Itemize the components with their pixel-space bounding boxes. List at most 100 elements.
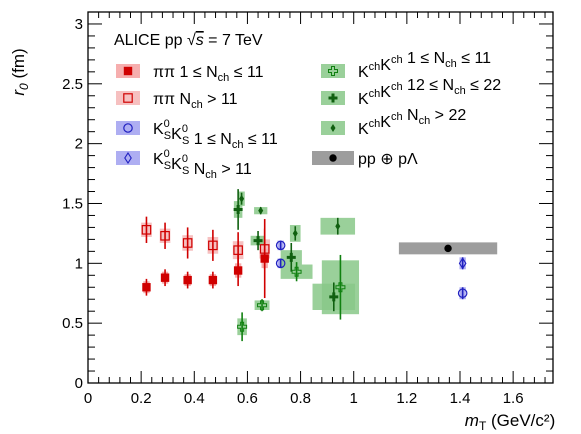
legend-pipi: ππ (153, 91, 175, 108)
legend-label: ππ 1 ≤ Nch ≤ 11 (153, 64, 264, 84)
data-point (292, 229, 298, 238)
data-point (258, 206, 264, 215)
legend-k: K (358, 121, 369, 138)
legend-k: K (380, 57, 391, 74)
legend-label: KchKch 1 ≤ Nch ≤ 11 (358, 50, 491, 81)
data-point (239, 194, 245, 203)
x-tick-label: 0 (84, 390, 92, 407)
legend-cond: 12 ≤ N (403, 77, 454, 94)
legend-k-sup: ch (391, 54, 403, 66)
legend-k-sup: ch (391, 81, 403, 93)
legend-sub: ch (454, 85, 466, 97)
legend-tail: ≤ 11 (457, 50, 491, 67)
data-point (233, 204, 243, 214)
legend-marker (123, 93, 133, 103)
legend-label: K0 SK0 S 1 ≤ Nch ≤ 11 (153, 118, 278, 151)
legend-sub: ch (419, 115, 431, 127)
legend-sub: ch (205, 169, 217, 181)
legend-cond: 1 ≤ N (403, 50, 446, 67)
legend-k: K (171, 126, 182, 143)
x-tick-label: 1 (350, 390, 358, 407)
legend-tail: > 22 (430, 107, 466, 124)
x-axis-title-unit: (GeV/c²) (486, 411, 555, 430)
legend-tail: > 11 (217, 161, 252, 178)
legend-pipi: ππ (153, 64, 175, 81)
legend-cond: 1 ≤ N (189, 131, 232, 148)
data-point (233, 245, 243, 255)
x-axis-title: mT (GeV/c²) (465, 411, 555, 433)
data-point (444, 244, 452, 253)
legend-k: K (153, 121, 164, 138)
legend-sub: ch (191, 99, 203, 111)
data-point (142, 283, 151, 292)
data-point (182, 238, 193, 248)
y-tick-label: 2 (75, 136, 83, 153)
legend-sub: ch (218, 72, 230, 84)
title-prefix: ALICE pp (114, 32, 187, 49)
legend-k-sub: S (182, 135, 189, 147)
x-tick-label: 0.6 (237, 390, 258, 407)
legend-marker (330, 124, 336, 132)
legend-k-sup: ch (369, 61, 381, 73)
legend-label: KchKch 12 ≤ Nch ≤ 22 (358, 77, 501, 108)
data-point (253, 236, 263, 246)
legend-k-sub: S (164, 130, 171, 142)
y-tick-label: 0 (75, 375, 83, 392)
legend-cond: N (175, 91, 191, 108)
legend-k: K (358, 91, 369, 108)
legend-tail: ≤ 11 (229, 64, 263, 81)
x-tick-label: 1.6 (503, 390, 524, 407)
legend-marker (328, 66, 338, 76)
plot-frame (87, 11, 554, 384)
data-point (335, 222, 341, 231)
data-point (160, 230, 170, 241)
x-tick-label: 1.2 (396, 390, 417, 407)
x-axis-title-symbol: m (465, 411, 479, 430)
legend-sub: ch (445, 58, 457, 70)
legend-marker (123, 123, 133, 133)
legend-swatch (116, 91, 140, 105)
legend-swatch (116, 151, 140, 165)
title-s: s (196, 32, 204, 49)
y-tick-label: 1 (75, 255, 83, 272)
data-point (259, 244, 270, 254)
y-tick-label: 1.5 (62, 195, 83, 212)
plot-markers (141, 194, 468, 332)
legend-marker (124, 151, 132, 165)
legend-k-sup: 0 (164, 118, 170, 130)
y-axis-title-subscript: 0 (17, 83, 31, 90)
legend-k: K (380, 114, 391, 131)
data-point (160, 273, 170, 282)
plot-boxes (141, 191, 498, 336)
y-tick-label: 0.5 (62, 315, 83, 332)
legend-k-sup: 0 (182, 153, 188, 165)
legend-label: KchKch Nch > 22 (358, 107, 466, 138)
data-point (329, 292, 339, 302)
legend-marker (123, 66, 133, 76)
legend-label: K0 SK0 S Nch > 11 (153, 148, 252, 181)
legend-cond: N (403, 107, 419, 124)
plot-frame-rect (87, 11, 554, 384)
legend-k-sub: S (164, 160, 171, 172)
x-axis-title-subscript: T (479, 419, 487, 433)
legend-k: K (358, 64, 369, 81)
title-rest: = 7 TeV (204, 32, 263, 49)
legend-sub: ch (232, 139, 244, 151)
y-tick-label: 2.5 (62, 76, 83, 93)
legend-k-sup: ch (391, 111, 403, 123)
data-point (260, 254, 269, 263)
data-point (237, 321, 248, 332)
axis-tick-labels: 0 0.2 0.4 0.6 0.8 1 1.2 1.4 1.6 0 0.5 1 1.5 2 2.5 3 (62, 16, 523, 407)
legend-label: ππ Nch > 11 (153, 91, 238, 111)
legend-label: pp ⊕ pΛ (358, 151, 418, 168)
x-tick-label: 0.4 (184, 390, 205, 407)
data-point (291, 266, 302, 277)
legend-cond: N (189, 161, 205, 178)
data-point (233, 266, 243, 275)
data-point (183, 275, 192, 285)
data-point (457, 288, 468, 299)
axis-ticks (87, 11, 553, 384)
chart-title: ALICE pp √s = 7 TeV (114, 32, 263, 49)
data-point (458, 257, 467, 270)
